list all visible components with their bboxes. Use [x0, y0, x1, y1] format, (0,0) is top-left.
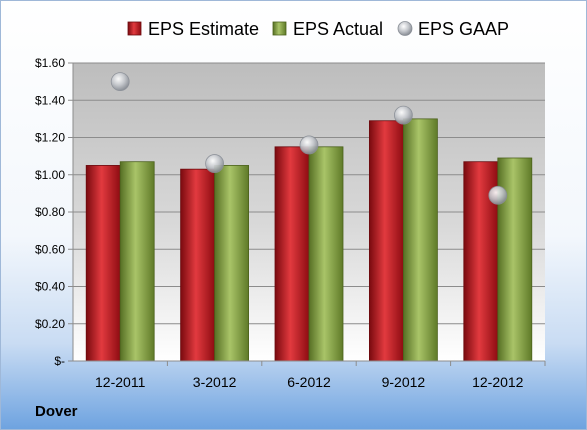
point-eps-gaap [299, 135, 319, 155]
x-tick-label: 12-2011 [95, 374, 146, 390]
bar-eps-estimate [180, 168, 216, 362]
bar-eps-estimate [368, 120, 404, 362]
company-name: Dover [35, 403, 78, 420]
bar-eps-actual [402, 118, 438, 362]
bar-eps-actual [119, 161, 155, 362]
y-tick-label: $1.20 [35, 131, 65, 145]
y-axis: $- $0.20 $0.40 $0.60 $0.80 $1.00 $1.20 $1.40 $1.… [35, 56, 74, 368]
y-tick-label: $0.20 [35, 317, 65, 331]
point-eps-gaap [488, 185, 508, 205]
legend-swatch-eps-gaap [397, 21, 413, 36]
y-tick-label: $- [54, 354, 65, 368]
x-tick-label: 6-2012 [287, 374, 331, 390]
bar-eps-estimate [85, 165, 121, 362]
legend-swatch-eps-estimate [127, 21, 142, 36]
legend-swatch-eps-actual [272, 21, 287, 36]
point-eps-gaap [393, 105, 413, 125]
legend-label: EPS GAAP [418, 19, 509, 39]
x-tick-label: 9-2012 [382, 374, 426, 390]
legend-label: EPS Estimate [148, 19, 259, 39]
y-tick-label: $0.80 [35, 205, 65, 219]
bar-eps-actual [214, 165, 250, 362]
point-eps-gaap [205, 154, 225, 173]
x-tick-label: 12-2012 [472, 374, 524, 390]
y-tick-label: $1.40 [35, 93, 65, 107]
legend: EPS Estimate EPS Actual EPS GAAP [127, 19, 509, 39]
gaap-points [110, 72, 508, 205]
y-tick-label: $1.60 [35, 56, 65, 70]
y-tick-label: $0.60 [35, 242, 65, 256]
legend-label: EPS Actual [293, 19, 383, 39]
x-axis: 12-2011 3-2012 6-2012 9-2012 12-2012 [73, 360, 546, 390]
bar-eps-estimate [274, 146, 310, 362]
point-eps-gaap [110, 72, 130, 92]
y-tick-label: $0.40 [35, 280, 65, 294]
x-tick-label: 3-2012 [193, 374, 237, 390]
y-tick-label: $1.00 [35, 168, 65, 182]
bar-eps-actual [308, 146, 344, 362]
